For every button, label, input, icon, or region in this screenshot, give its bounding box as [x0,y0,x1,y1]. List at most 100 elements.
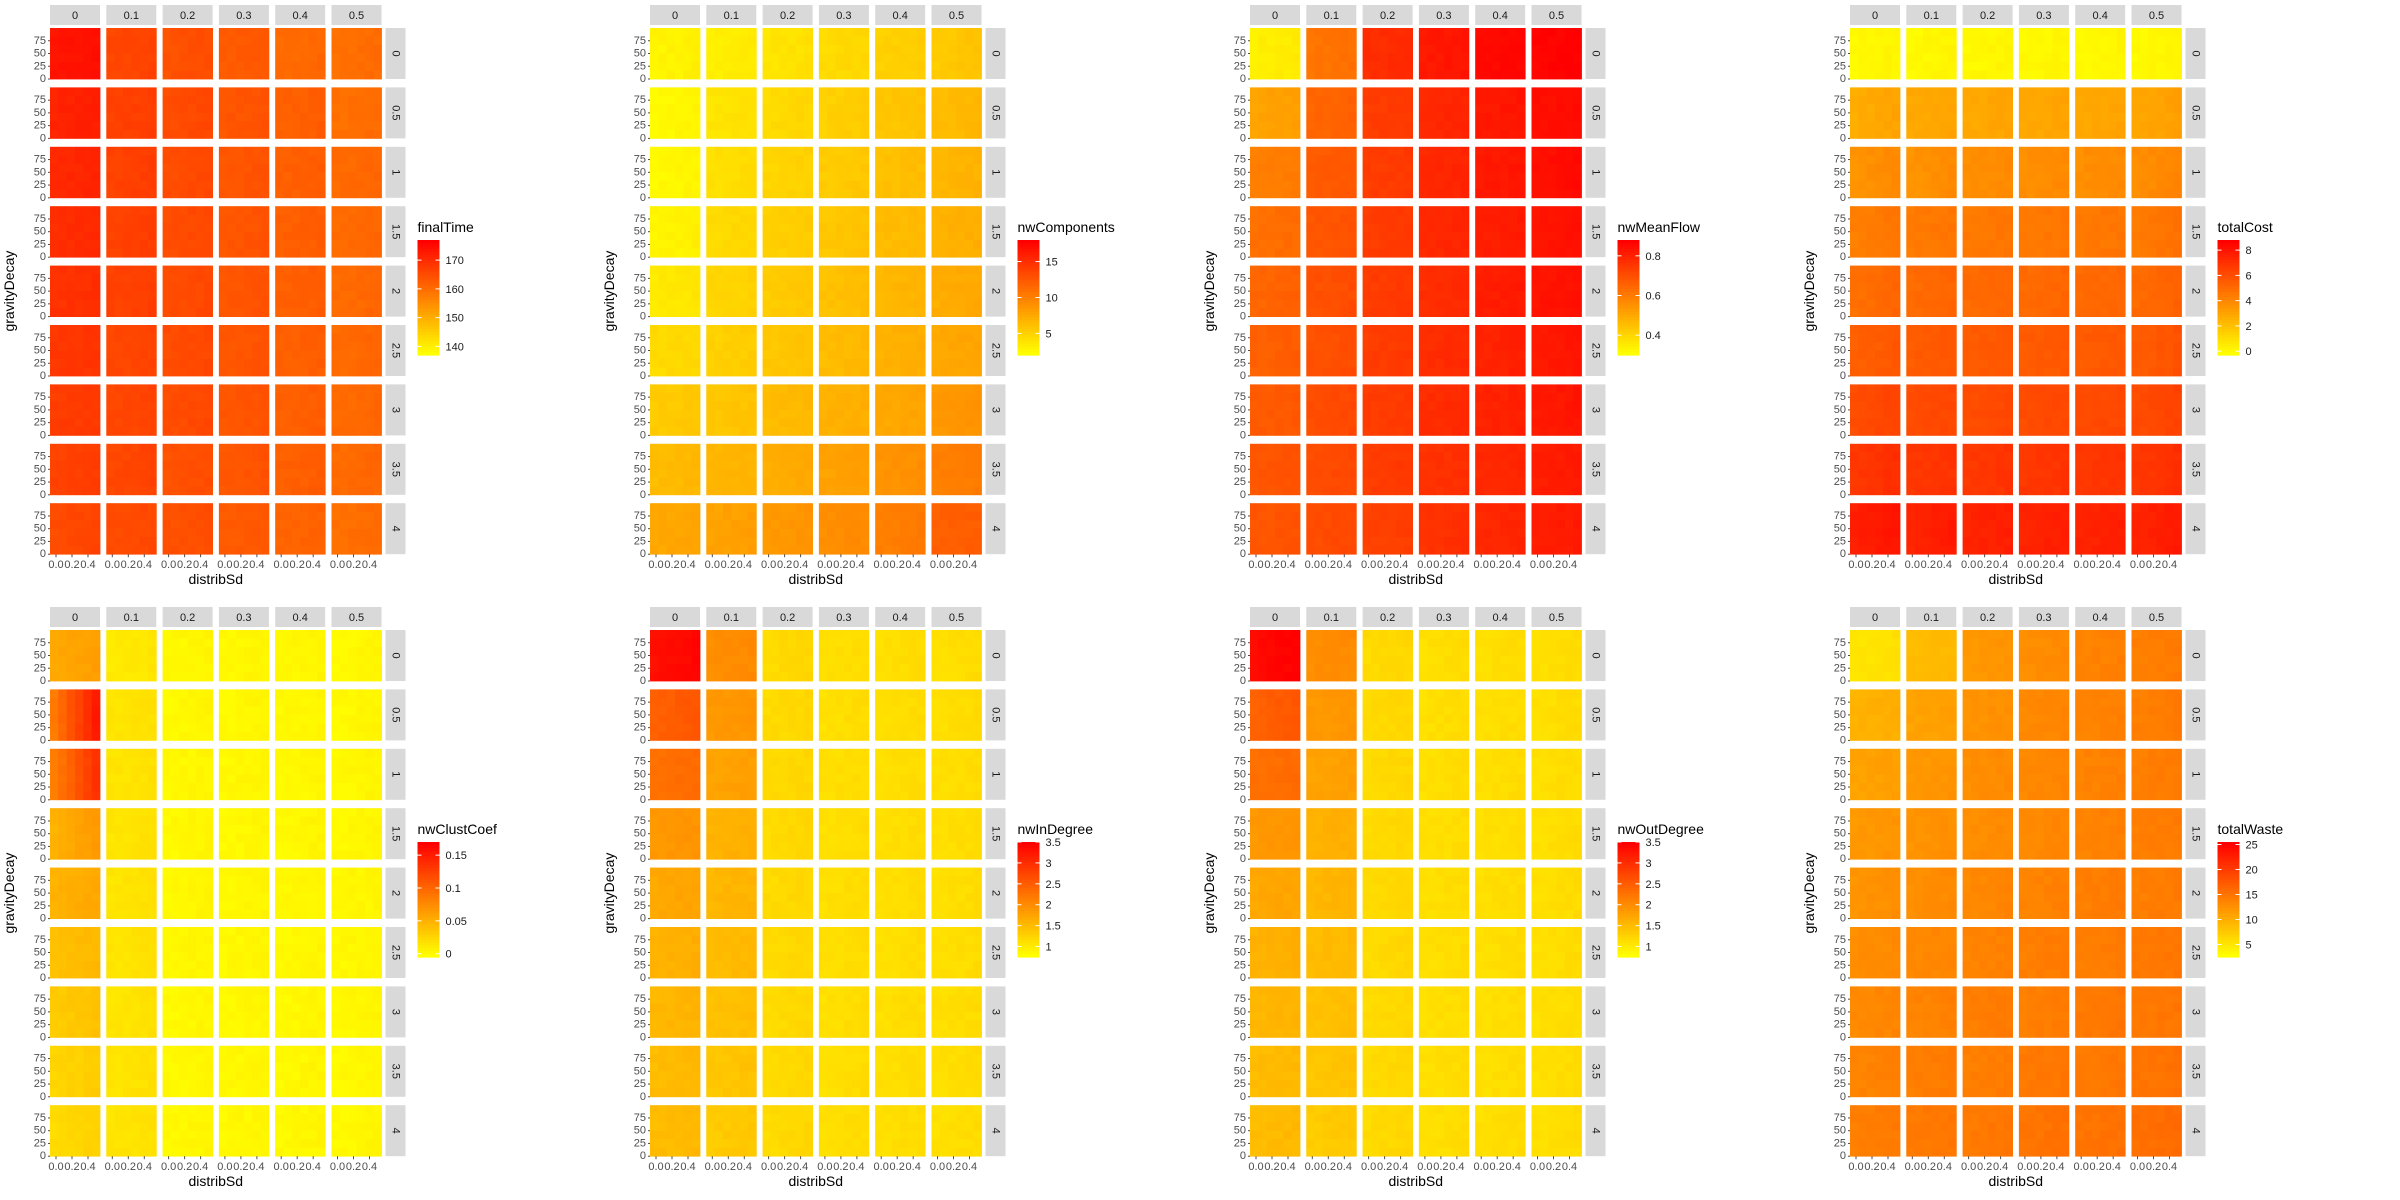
heat-cell [731,155,741,165]
heat-cell [1516,121,1526,131]
heat-cell [762,477,772,487]
heat-cell [747,274,757,283]
heat-cell [131,477,141,487]
col-strip [762,5,813,25]
heat-cell [106,384,116,394]
heat-cell [852,350,861,360]
heat-cell [218,223,228,233]
heat-cell [114,426,124,436]
heat-cell [316,325,326,334]
heat-cell [147,121,157,131]
heat-cell [1475,45,1484,54]
heat-cell [1266,129,1276,139]
heat-cell [58,384,68,394]
heat-cell [770,511,780,521]
heat-cell [973,189,982,199]
heat-cell [75,545,84,555]
heat-cell [260,367,270,377]
heat-cell [683,248,693,258]
heat-cell [1306,28,1316,37]
heat-cell [331,265,341,275]
heat-cell [770,503,780,513]
heat-cell [260,121,270,131]
heat-cell [339,350,349,360]
heat-cell [373,401,382,411]
heat-cell [227,214,236,224]
heat-cell [762,189,772,199]
heat-cell [291,392,301,402]
heat-cell [795,460,805,470]
heat-cell [1258,36,1268,46]
heat-cell [308,460,318,470]
heat-cell [58,342,68,351]
heat-cell [83,333,93,343]
heat-cell [747,53,757,63]
heat-cell [139,146,149,156]
heat-cell [218,291,228,300]
heat-cell [891,95,901,105]
heat-cell [916,163,926,173]
heat-cell [916,409,926,419]
heat-cell [291,214,301,224]
heat-cell [739,469,749,479]
heat-cell [252,36,261,46]
heat-cell [1548,70,1557,80]
heat-cell [706,401,716,411]
heat-cell [939,545,949,555]
heat-cell [1258,62,1268,71]
heat-cell [66,95,76,105]
heat-cell [122,62,132,71]
heat-cell [131,342,141,351]
heat-cell [139,401,149,411]
heat-cell [356,528,366,538]
heat-cell [243,95,253,105]
heat-cell [875,104,884,114]
heat-cell [973,248,982,258]
legend-color-step [417,280,440,284]
heat-cell [1427,112,1436,122]
heat-cell [122,265,132,275]
heat-cell [291,265,301,275]
heat-cell [147,146,157,156]
heat-cell [300,359,309,368]
heat-cell [706,146,716,156]
heat-cell [139,180,149,190]
y-tick-label: 50 [34,523,46,535]
heat-cell [58,528,68,538]
heat-cell [195,274,205,283]
col-strip-label: 0.1 [124,10,139,22]
heat-cell [731,223,741,233]
heat-cell [83,359,93,368]
heat-cell [931,28,941,37]
heat-cell [204,53,213,63]
heat-cell [762,248,772,258]
heat-cell [316,53,326,63]
heat-cell [235,282,245,292]
row-strip-label: 3.5 [1590,462,1602,477]
heat-cell [747,36,757,46]
heat-cell [916,206,926,216]
heat-cell [1443,95,1453,105]
heat-cell [162,189,172,199]
heat-cell [373,180,382,190]
heat-cell [1283,189,1293,199]
y-tick-label: 75 [634,35,646,47]
heat-cell [666,155,676,165]
heat-cell [50,265,59,275]
heat-cell [843,129,853,139]
heat-cell [50,325,59,334]
heat-cell [58,214,68,224]
legend-color-step [417,300,440,304]
heat-cell [83,452,93,462]
heat-cell [1548,28,1557,37]
heat-cell [331,70,341,80]
heat-cell [908,214,918,224]
heat-cell [331,129,341,139]
heat-cell [706,426,716,436]
heat-cell [779,146,788,156]
heat-cell [260,163,270,173]
heat-cell [650,282,659,292]
heat-cell [731,418,741,428]
heat-cell [1564,36,1574,46]
heat-cell [1306,172,1316,182]
